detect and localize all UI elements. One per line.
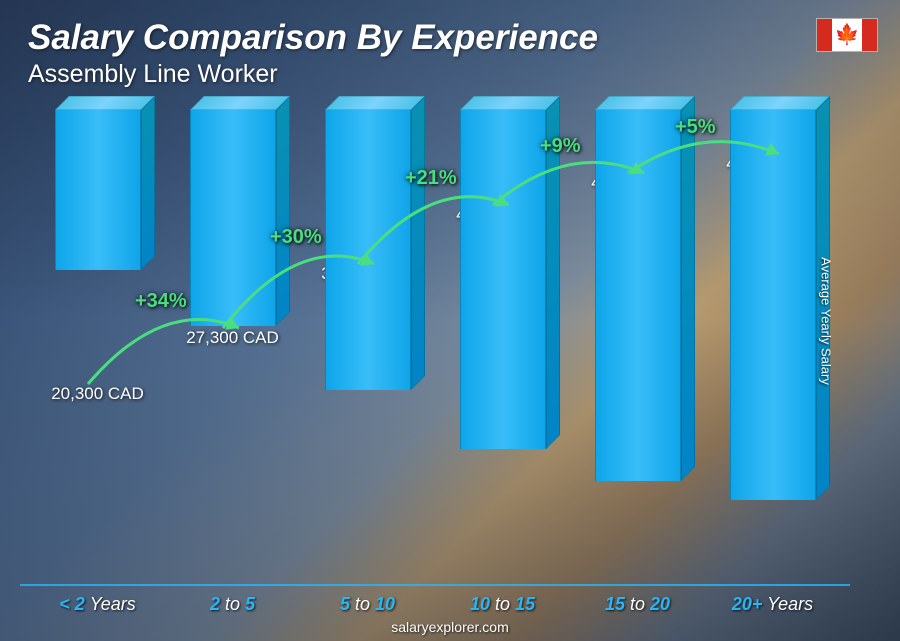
x-axis-label: 20+ Years xyxy=(705,594,840,615)
bar-top-face xyxy=(55,96,155,110)
bar-top-face xyxy=(325,96,425,110)
x-axis-label: 5 to 10 xyxy=(300,594,435,615)
flag-red-left xyxy=(817,19,832,51)
maple-leaf-icon: 🍁 xyxy=(835,25,860,45)
growth-percentage-label: +34% xyxy=(135,290,187,313)
x-axis-label: 2 to 5 xyxy=(165,594,300,615)
x-axis-label: 15 to 20 xyxy=(570,594,705,615)
flag-white-center: 🍁 xyxy=(832,19,862,51)
growth-percentage-label: +9% xyxy=(540,135,581,158)
bar xyxy=(55,110,141,270)
growth-percentage-label: +30% xyxy=(270,226,322,249)
bar-top-face xyxy=(190,96,290,110)
x-axis-label: < 2 Years xyxy=(30,594,165,615)
bar-top-face xyxy=(460,96,560,110)
y-axis-label: Average Yearly Salary xyxy=(819,257,834,385)
growth-percentage-label: +21% xyxy=(405,167,457,190)
bar-front xyxy=(55,110,141,270)
header: Salary Comparison By Experience Assembly… xyxy=(28,18,872,89)
chart-title: Salary Comparison By Experience xyxy=(28,18,872,58)
growth-percentage-label: +5% xyxy=(675,116,716,139)
country-flag-canada: 🍁 xyxy=(816,18,878,52)
bar-side-face xyxy=(141,96,155,270)
footer-attribution: salaryexplorer.com xyxy=(0,619,900,635)
chart-area: 20,300 CAD27,300 CAD35,500 CAD42,900 CAD… xyxy=(30,110,840,586)
chart-subtitle: Assembly Line Worker xyxy=(28,60,872,89)
flag-red-right xyxy=(862,19,877,51)
x-axis-labels: < 2 Years2 to 55 to 1010 to 1515 to 2020… xyxy=(30,594,840,615)
x-axis-line xyxy=(20,584,850,586)
x-axis-label: 10 to 15 xyxy=(435,594,570,615)
